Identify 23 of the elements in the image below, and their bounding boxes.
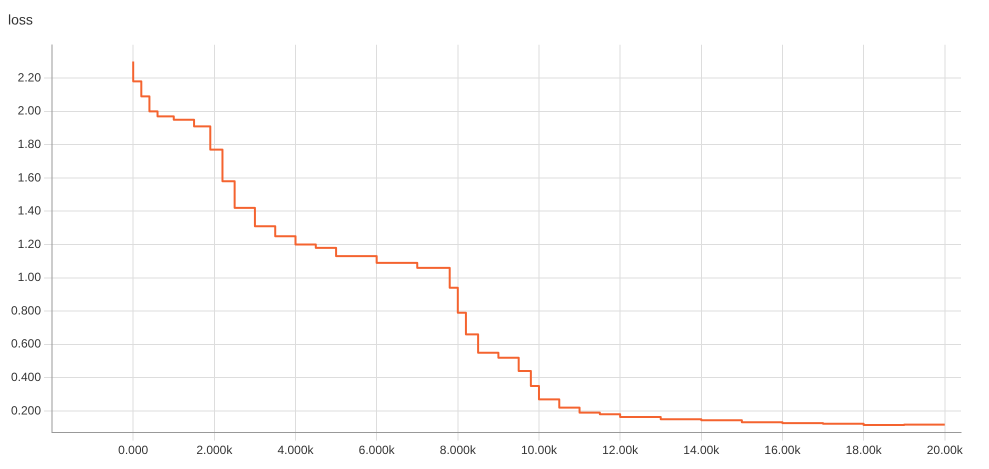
y-tick-label: 1.40 <box>18 204 42 218</box>
x-tick-label: 10.00k <box>520 443 558 458</box>
x-tick-label: 14.00k <box>683 443 720 458</box>
x-tick-label: 2.000k <box>196 443 234 458</box>
y-tick-label: 1.00 <box>18 270 42 284</box>
chart-title: loss <box>8 11 33 28</box>
x-tick-label: 16.00k <box>764 443 802 458</box>
y-tick-label: 0.200 <box>11 403 42 418</box>
y-tick-label: 1.80 <box>18 136 42 151</box>
y-tick-label: 2.20 <box>18 70 42 84</box>
x-tick-label: 6.000k <box>358 443 396 458</box>
y-tick-label: 1.60 <box>18 170 42 184</box>
x-tick-label: 18.00k <box>846 443 883 458</box>
x-tick-label: 12.00k <box>602 443 640 458</box>
x-tick-label: 4.000k <box>277 443 315 458</box>
y-tick-label: 0.400 <box>11 370 42 384</box>
x-tick-label: 0.000 <box>118 443 149 458</box>
x-tick-label: 20.00k <box>926 443 964 458</box>
y-tick-label: 2.00 <box>18 104 42 118</box>
y-tick-label: 1.20 <box>18 236 42 251</box>
y-tick-label: 0.800 <box>11 303 42 318</box>
y-tick-label: 0.600 <box>11 336 42 351</box>
x-tick-label: 8.000k <box>440 443 477 458</box>
